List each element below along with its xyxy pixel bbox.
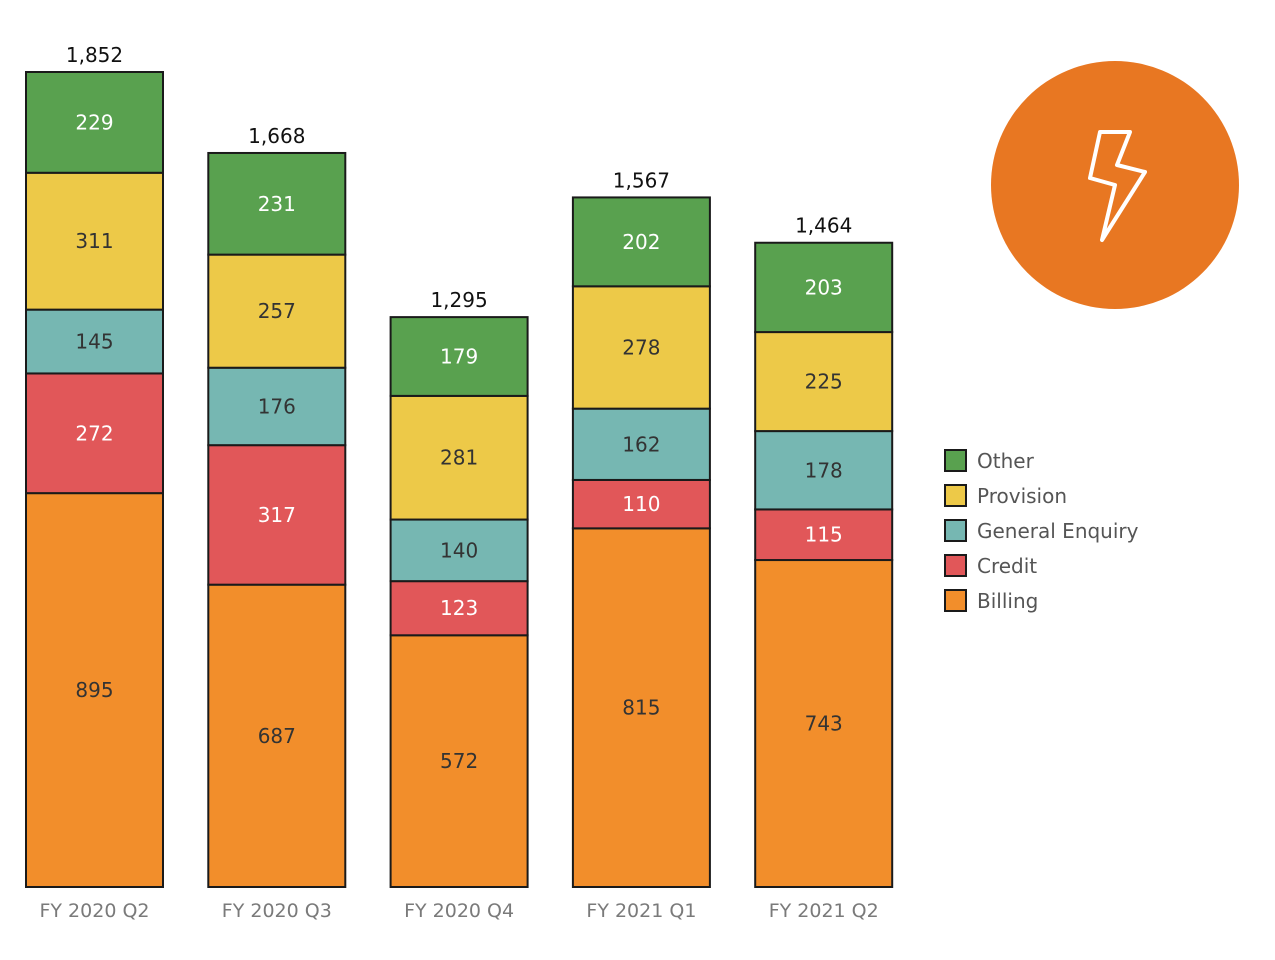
total-label-fy-2021-q2: 1,464 bbox=[795, 214, 852, 238]
bar-segment-provision-fy-2021-q2 bbox=[754, 331, 894, 433]
data-label-provision-fy-2020-q2: 311 bbox=[75, 229, 113, 253]
bar-segment-credit-fy-2020-q2 bbox=[25, 372, 164, 495]
x-tick-label-fy-2021-q2: FY 2021 Q2 bbox=[769, 900, 879, 922]
legend: Other Provision General Enquiry Credit Billi… bbox=[944, 449, 1139, 613]
bar-segment-billing-fy-2020-q4 bbox=[389, 634, 529, 889]
bar-segment-general-enquiry-fy-2021-q1 bbox=[571, 407, 711, 481]
total-label-fy-2020-q2: 1,852 bbox=[66, 43, 123, 67]
bar-segment-billing-fy-2020-q3 bbox=[207, 583, 347, 888]
bar-segment-provision-fy-2020-q2 bbox=[25, 171, 164, 311]
legend-label-other: Other bbox=[977, 449, 1035, 473]
legend-label-credit: Credit bbox=[977, 554, 1037, 578]
bar-segment-general-enquiry-fy-2020-q4 bbox=[389, 518, 529, 583]
totals-group: 1,852 1,668 1,295 1,567 1,464 bbox=[66, 43, 852, 312]
data-label-general-enquiry-fy-2021-q1: 162 bbox=[622, 432, 660, 456]
data-label-general-enquiry-fy-2020-q3: 176 bbox=[258, 394, 296, 418]
bar-segment-provision-fy-2020-q3 bbox=[207, 253, 347, 369]
bars-group: 895 272 145 311 229 687 317 176 257 231 572 123 140 2… bbox=[25, 71, 894, 889]
legend-swatch-general-enquiry bbox=[944, 519, 967, 542]
bar-segment-credit-fy-2021-q1 bbox=[571, 478, 711, 530]
x-tick-label-fy-2020-q3: FY 2020 Q3 bbox=[222, 900, 332, 922]
total-label-fy-2021-q1: 1,567 bbox=[613, 168, 670, 192]
bar-segment-other-fy-2020-q3 bbox=[207, 151, 347, 256]
legend-swatch-credit bbox=[944, 554, 967, 577]
x-tick-label-fy-2021-q1: FY 2021 Q1 bbox=[586, 900, 696, 922]
data-label-provision-fy-2021-q1: 278 bbox=[622, 335, 660, 359]
data-label-general-enquiry-fy-2020-q2: 145 bbox=[75, 330, 113, 354]
data-label-other-fy-2020-q4: 179 bbox=[440, 345, 478, 369]
x-tick-label-fy-2020-q4: FY 2020 Q4 bbox=[404, 900, 514, 922]
data-label-billing-fy-2020-q4: 572 bbox=[440, 749, 478, 773]
data-label-provision-fy-2020-q3: 257 bbox=[258, 299, 296, 323]
bar-segment-billing-fy-2021-q1 bbox=[571, 527, 711, 888]
bar-segment-other-fy-2020-q4 bbox=[389, 316, 529, 397]
data-label-billing-fy-2021-q1: 815 bbox=[622, 696, 660, 720]
bar-segment-credit-fy-2020-q4 bbox=[389, 580, 529, 637]
bar-segment-other-fy-2021-q2 bbox=[754, 241, 894, 334]
data-label-general-enquiry-fy-2020-q4: 140 bbox=[440, 538, 478, 562]
data-label-billing-fy-2020-q2: 895 bbox=[75, 678, 113, 702]
data-label-credit-fy-2020-q2: 272 bbox=[75, 421, 113, 445]
x-tick-label-fy-2020-q2: FY 2020 Q2 bbox=[39, 900, 149, 922]
bar-segment-provision-fy-2021-q1 bbox=[571, 285, 711, 410]
data-label-provision-fy-2021-q2: 225 bbox=[805, 370, 843, 394]
bar-segment-billing-fy-2021-q2 bbox=[754, 559, 894, 888]
legend-swatch-provision bbox=[944, 484, 967, 507]
legend-label-general-enquiry: General Enquiry bbox=[977, 519, 1139, 543]
bar-segment-billing-fy-2020-q2 bbox=[25, 492, 164, 888]
data-label-provision-fy-2020-q4: 281 bbox=[440, 446, 478, 470]
data-label-credit-fy-2021-q2: 115 bbox=[805, 523, 843, 547]
data-label-general-enquiry-fy-2021-q2: 178 bbox=[805, 458, 843, 482]
data-label-credit-fy-2021-q1: 110 bbox=[622, 492, 660, 516]
data-label-credit-fy-2020-q3: 317 bbox=[258, 503, 296, 527]
bar-segment-credit-fy-2020-q3 bbox=[207, 444, 347, 586]
lightning-bolt-icon bbox=[1088, 130, 1147, 242]
data-label-other-fy-2021-q2: 203 bbox=[805, 275, 843, 299]
x-axis-ticks: FY 2020 Q2 FY 2020 Q3 FY 2020 Q4 FY 2021 Q1… bbox=[39, 900, 878, 922]
legend-label-provision: Provision bbox=[977, 484, 1067, 508]
data-label-other-fy-2020-q2: 229 bbox=[75, 110, 113, 134]
bar-segment-general-enquiry-fy-2021-q2 bbox=[754, 430, 894, 511]
data-label-billing-fy-2020-q3: 687 bbox=[258, 724, 296, 748]
data-label-other-fy-2020-q3: 231 bbox=[258, 192, 296, 216]
legend-swatch-billing bbox=[944, 589, 967, 612]
legend-swatch-other bbox=[944, 449, 967, 472]
bar-segment-other-fy-2021-q1 bbox=[571, 196, 711, 288]
bar-segment-general-enquiry-fy-2020-q3 bbox=[207, 366, 347, 447]
data-label-billing-fy-2021-q2: 743 bbox=[805, 712, 843, 736]
legend-label-billing: Billing bbox=[977, 589, 1038, 613]
data-label-other-fy-2021-q1: 202 bbox=[622, 230, 660, 254]
data-label-credit-fy-2020-q4: 123 bbox=[440, 596, 478, 620]
bar-segment-other-fy-2020-q2 bbox=[25, 71, 164, 174]
logo-badge bbox=[991, 61, 1239, 309]
total-label-fy-2020-q3: 1,668 bbox=[248, 124, 305, 148]
total-label-fy-2020-q4: 1,295 bbox=[430, 288, 487, 312]
